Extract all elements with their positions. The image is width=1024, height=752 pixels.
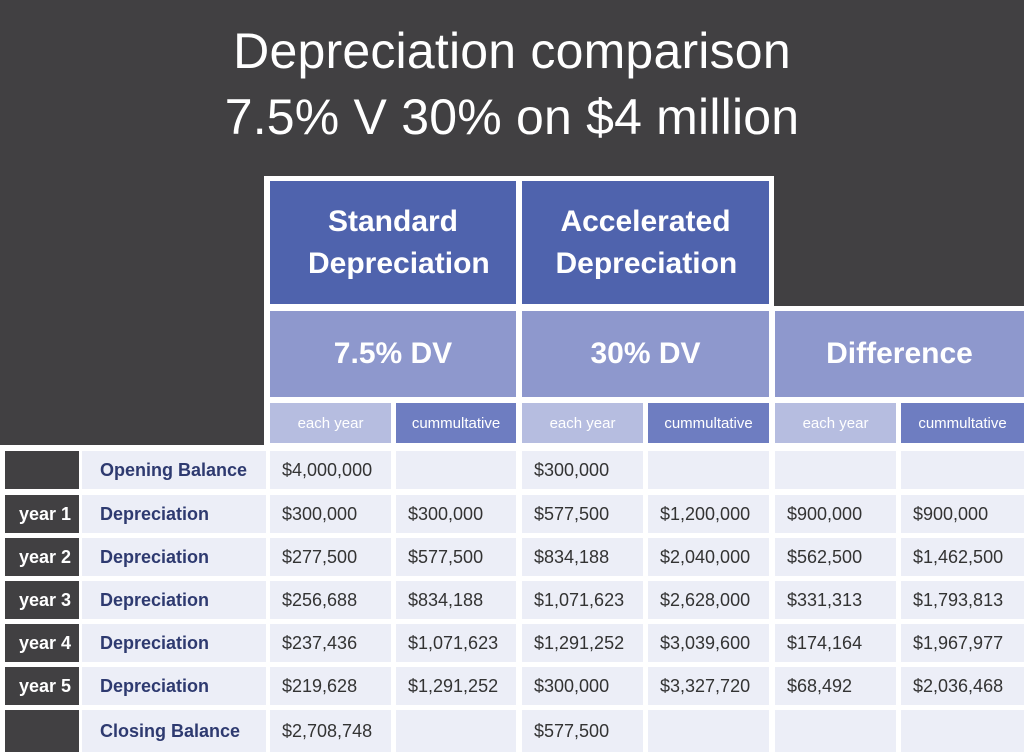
row-year-cell: year 5 <box>5 667 79 705</box>
table-cell: $256,688 <box>270 581 391 619</box>
row-year-cell: year 2 <box>5 538 79 576</box>
row-label: Depreciation <box>82 581 266 619</box>
row-label: Depreciation <box>82 667 266 705</box>
header-difference: Difference <box>775 311 1024 397</box>
table-cell: $331,313 <box>775 581 896 619</box>
header-standard-label: Standard Depreciation <box>308 204 490 280</box>
table-cell: $2,040,000 <box>648 538 769 576</box>
subheader-difference-each-year: each year <box>775 403 896 443</box>
table-cell <box>901 710 1024 752</box>
table-cell <box>648 710 769 752</box>
page-title: Depreciation comparison 7.5% V 30% on $4… <box>0 18 1024 150</box>
table-cell: $1,291,252 <box>396 667 516 705</box>
header-accelerated-label: Accelerated Depreciation <box>555 204 738 280</box>
table-cell: $300,000 <box>522 667 643 705</box>
table-cell: $834,188 <box>396 581 516 619</box>
table-cell: $1,200,000 <box>648 495 769 533</box>
subheader-difference-cumulative: cummultative <box>901 403 1024 443</box>
header-rate-accelerated: 30% DV <box>522 311 769 397</box>
row-label: Depreciation <box>82 538 266 576</box>
table-cell: $1,462,500 <box>901 538 1024 576</box>
table-cell: $174,164 <box>775 624 896 662</box>
table-cell: $2,708,748 <box>270 710 391 752</box>
table-cell: $300,000 <box>396 495 516 533</box>
table-cell: $900,000 <box>901 495 1024 533</box>
table-cell: $2,628,000 <box>648 581 769 619</box>
row-label: Opening Balance <box>82 451 266 489</box>
row-year-cell: year 4 <box>5 624 79 662</box>
table-cell: $300,000 <box>270 495 391 533</box>
row-year-cell <box>5 451 79 489</box>
row-label: Closing Balance <box>82 710 266 752</box>
table-cell: $3,039,600 <box>648 624 769 662</box>
table-cell <box>648 451 769 489</box>
table-cell: $562,500 <box>775 538 896 576</box>
table-cell: $1,071,623 <box>522 581 643 619</box>
table-cell <box>901 451 1024 489</box>
table-cell: $577,500 <box>522 495 643 533</box>
table-cell <box>396 451 516 489</box>
table-cell: $1,967,977 <box>901 624 1024 662</box>
subheader-accelerated-cumulative: cummultative <box>648 403 769 443</box>
table-cell: $219,628 <box>270 667 391 705</box>
header-standard-depreciation: Standard Depreciation <box>270 181 516 304</box>
table-cell <box>775 710 896 752</box>
title-line-2: 7.5% V 30% on $4 million <box>224 89 800 145</box>
table-cell <box>396 710 516 752</box>
table-cell: $900,000 <box>775 495 896 533</box>
table-cell: $68,492 <box>775 667 896 705</box>
table-cell: $1,071,623 <box>396 624 516 662</box>
subheader-standard-each-year: each year <box>270 403 391 443</box>
table-cell: $1,793,813 <box>901 581 1024 619</box>
header-rate-standard: 7.5% DV <box>270 311 516 397</box>
row-label: Depreciation <box>82 495 266 533</box>
row-year-cell: year 1 <box>5 495 79 533</box>
table-cell: $1,291,252 <box>522 624 643 662</box>
table-cell: $237,436 <box>270 624 391 662</box>
table-cell: $834,188 <box>522 538 643 576</box>
table-cell: $300,000 <box>522 451 643 489</box>
subheader-accelerated-each-year: each year <box>522 403 643 443</box>
table-cell: $577,500 <box>522 710 643 752</box>
table-cell: $4,000,000 <box>270 451 391 489</box>
title-line-1: Depreciation comparison <box>233 23 791 79</box>
row-year-cell <box>5 710 79 752</box>
row-year-cell: year 3 <box>5 581 79 619</box>
subheader-standard-cumulative: cummultative <box>396 403 516 443</box>
table-cell: $3,327,720 <box>648 667 769 705</box>
table-cell: $577,500 <box>396 538 516 576</box>
table-cell: $2,036,468 <box>901 667 1024 705</box>
table-cell: $277,500 <box>270 538 391 576</box>
table-cell <box>775 451 896 489</box>
header-accelerated-depreciation: Accelerated Depreciation <box>522 181 769 304</box>
row-label: Depreciation <box>82 624 266 662</box>
